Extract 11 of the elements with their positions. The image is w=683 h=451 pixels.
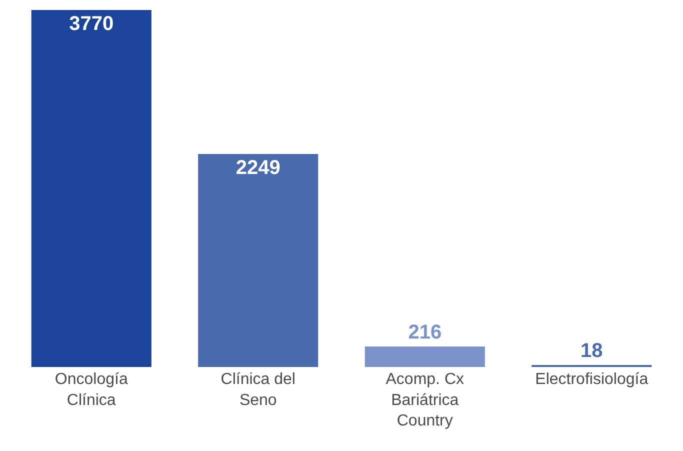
bar (31, 10, 152, 367)
data-label: 216 (408, 322, 442, 344)
data-label: 18 (580, 340, 603, 362)
x-tick-label: Clínica del Seno (220, 371, 296, 409)
x-tick-label: Oncología Clínica (54, 371, 128, 409)
x-tick-label: Acomp. Cx Bariátrica Country (386, 371, 464, 430)
x-tick-label: Electrofisiología (535, 371, 648, 388)
bar (198, 154, 318, 367)
bar (364, 346, 485, 367)
data-label: 3770 (69, 13, 114, 35)
data-label: 2249 (236, 157, 280, 180)
